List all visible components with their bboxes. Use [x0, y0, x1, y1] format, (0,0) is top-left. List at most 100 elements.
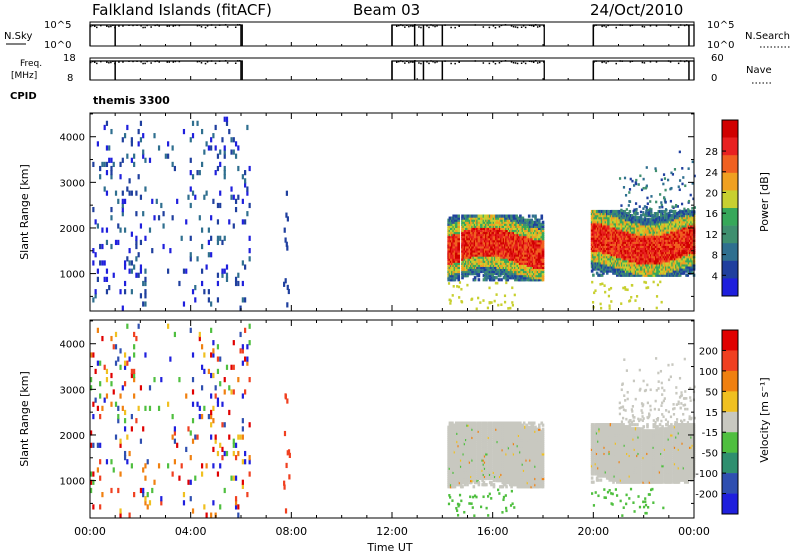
power-cell: [537, 261, 541, 265]
power-cell: [480, 263, 483, 267]
power-cell: [537, 263, 541, 267]
power-cell: [234, 280, 238, 287]
power-cell: [248, 248, 251, 254]
freq-point: [454, 62, 456, 65]
noise-point: [474, 24, 477, 26]
power-cell: [477, 228, 481, 233]
power-cell: [477, 232, 481, 237]
freq-point: [494, 62, 497, 65]
power-cell: [135, 272, 138, 278]
power-cell: [524, 237, 527, 241]
power-cell: [682, 265, 686, 269]
power-cell: [541, 237, 545, 241]
power-cell: [123, 133, 127, 139]
power-cell: [524, 218, 527, 222]
power-cell: [480, 222, 483, 226]
noise-point: [156, 24, 158, 26]
noise-point: [210, 24, 213, 26]
power-cell: [216, 219, 220, 225]
power-cell: [194, 284, 197, 291]
power-cell: [457, 230, 461, 235]
power-cell: [479, 301, 482, 304]
power-cell: [480, 261, 483, 265]
power-cell: [682, 240, 686, 244]
power-cell: [485, 271, 488, 276]
power-cell: [457, 271, 461, 276]
power-cell: [624, 212, 628, 216]
freq-point: [522, 61, 525, 63]
freq-point: [400, 60, 402, 62]
freq-point: [108, 62, 110, 64]
power-cell: [216, 153, 220, 159]
power-cell: [123, 227, 127, 233]
power-cell: [480, 255, 483, 259]
power-cell: [682, 263, 686, 267]
power-cell: [447, 282, 451, 285]
power-cell: [534, 216, 537, 220]
power-cell: [169, 248, 172, 254]
power-cell: [230, 186, 233, 192]
power-cell: [283, 227, 286, 233]
power-cell: [457, 251, 461, 255]
power-cell: [653, 214, 657, 218]
power-cell: [541, 226, 545, 231]
power-cell: [110, 243, 113, 250]
power-cell: [639, 222, 643, 226]
power-cell: [457, 243, 461, 247]
power-cell: [490, 301, 493, 304]
noise-point: [236, 24, 239, 26]
power-cell: [524, 228, 527, 233]
power-cell: [644, 214, 648, 218]
power-cell: [656, 212, 659, 216]
power-cell: [607, 257, 610, 261]
power-cell: [176, 198, 179, 204]
power-cell: [454, 253, 458, 257]
noise-point: [677, 26, 680, 29]
noise-point: [224, 24, 227, 26]
power-cell: [541, 274, 545, 278]
noise-point: [154, 24, 156, 27]
freq-point: [414, 60, 416, 62]
power-cell: [639, 259, 643, 263]
power-cell: [480, 216, 483, 220]
power-cell: [531, 214, 535, 218]
power-cell: [123, 264, 127, 270]
noise-point: [444, 24, 446, 26]
freq-point: [122, 61, 124, 63]
power-cell: [189, 235, 192, 241]
power-cell: [458, 281, 462, 284]
power-cell: [524, 243, 527, 247]
power-cell: [133, 264, 136, 270]
power-cell: [286, 284, 289, 291]
power-cell: [454, 216, 458, 220]
power-cell: [228, 219, 231, 225]
power-cell: [454, 261, 458, 265]
noise-point: [198, 24, 201, 27]
freq-point: [516, 62, 519, 65]
power-cell: [524, 261, 527, 265]
power-cell: [486, 306, 490, 310]
power-cell: [148, 157, 152, 163]
noise-point: [629, 25, 632, 27]
freq-point: [683, 60, 686, 63]
power-cell: [285, 241, 288, 247]
power-cell: [673, 209, 677, 214]
power-cell: [135, 190, 138, 196]
power-cell: [187, 194, 190, 200]
power-cell: [537, 276, 541, 280]
power-cell: [607, 220, 610, 224]
noise-point: [482, 26, 485, 28]
power-cell: [182, 301, 186, 307]
freq-point: [142, 62, 144, 65]
power-cell: [656, 214, 659, 218]
power-cell: [524, 271, 527, 276]
power-cell: [491, 274, 495, 278]
power-cell: [477, 245, 481, 249]
power-cell: [607, 246, 610, 251]
power-cell: [477, 249, 481, 253]
power-cell: [454, 251, 458, 255]
freq-point: [420, 62, 422, 65]
power-cell: [454, 245, 458, 249]
power-cell: [639, 251, 643, 255]
power-cell: [541, 232, 545, 237]
